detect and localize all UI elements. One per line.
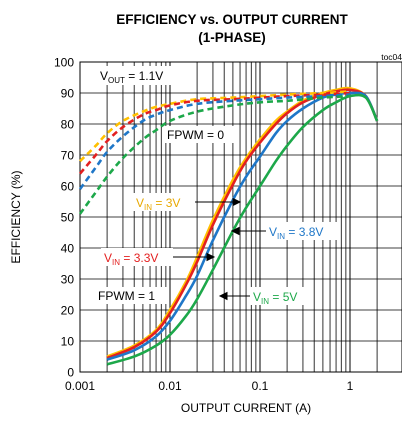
vin38-label-bg (266, 222, 338, 240)
plot-frame (79, 61, 402, 373)
x-tick-label: 0.01 (158, 379, 182, 393)
figure-id: toc04 (381, 52, 402, 62)
y-tick-label: 70 (61, 149, 75, 163)
vin3-label-bg (133, 193, 195, 211)
fpwm0-label: FPWM = 0 (167, 128, 224, 142)
vin5-label: VIN = 5V (253, 290, 297, 306)
series-line-fpwm1_33v (106, 88, 379, 360)
vin3-label: VIN = 3V (136, 196, 180, 212)
y-axis-label: EFFICIENCY (%) (9, 170, 23, 263)
vin33-label: VIN = 3.3V (104, 251, 158, 267)
series-line-fpwm0_5v (78, 94, 351, 215)
y-tick-label: 80 (61, 118, 75, 132)
chart-title-line2: (1-PHASE) (198, 30, 266, 45)
series-line-fpwm1_3v (106, 86, 379, 358)
y-tick-label: 50 (61, 211, 75, 225)
y-tick-label: 100 (54, 56, 74, 70)
y-tick-label: 30 (61, 273, 75, 287)
series-line-fpwm0_38v (78, 93, 351, 190)
fpwm1-label: FPWM = 1 (98, 289, 155, 303)
fpwm0-label-bg (164, 126, 236, 143)
x-tick-label: 0.001 (65, 379, 95, 393)
vin5-label-bg (250, 287, 312, 305)
vin38-arrowhead (230, 226, 240, 236)
y-tick-label: 60 (61, 180, 75, 194)
grid-lines (80, 62, 402, 372)
series-lines (78, 86, 379, 366)
x-tick-label: 0.1 (252, 379, 269, 393)
tick-labels: 0 10 20 30 40 50 60 70 80 90 100 0.001 0.01 0.1 1 (54, 56, 354, 394)
y-tick-label: 40 (61, 242, 75, 256)
vout-label: VOUT = 1.1V (100, 69, 163, 85)
x-tick-label: 1 (347, 379, 354, 393)
x-axis-label: OUTPUT CURRENT (A) (181, 401, 311, 415)
y-tick-label: 20 (61, 304, 75, 318)
y-tick-label: 90 (61, 87, 75, 101)
annotation-arrows (173, 197, 266, 301)
vin38-label: VIN = 3.8V (269, 225, 323, 241)
vin5-arrowhead (218, 291, 228, 301)
y-tick-label: 0 (67, 366, 74, 380)
series-line-fpwm1_5v (106, 93, 379, 366)
y-tick-label: 10 (61, 335, 75, 349)
vin33-label-bg (101, 248, 173, 266)
vin33-arrowhead (206, 252, 216, 262)
series-line-fpwm0_33v (79, 91, 351, 175)
fpwm1-label-bg (95, 287, 167, 304)
vout-label-bg (97, 66, 181, 85)
vin3-arrowhead (232, 197, 242, 207)
chart-title-line1: EFFICIENCY vs. OUTPUT CURRENT (116, 12, 348, 27)
